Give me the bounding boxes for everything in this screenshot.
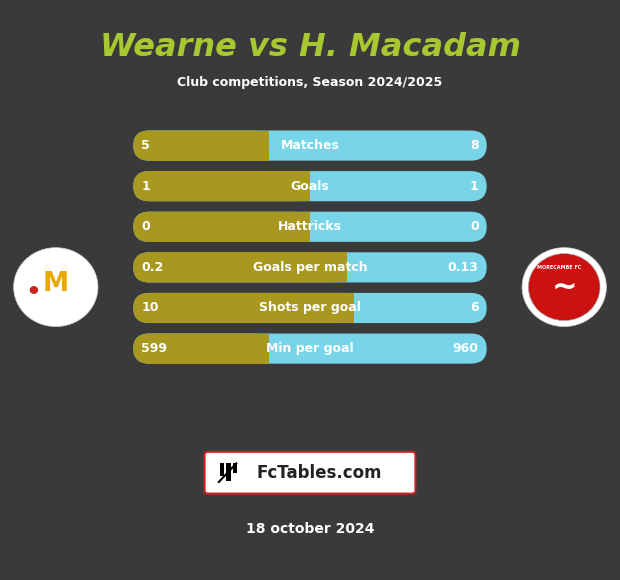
Text: 1: 1: [141, 180, 150, 193]
Text: FcTables.com: FcTables.com: [257, 463, 382, 482]
Bar: [149, 171, 310, 201]
Text: 0.13: 0.13: [448, 261, 479, 274]
Circle shape: [14, 248, 98, 327]
Text: Wearne vs H. Macadam: Wearne vs H. Macadam: [99, 32, 521, 63]
Circle shape: [528, 253, 600, 321]
FancyBboxPatch shape: [133, 334, 269, 364]
Text: 0: 0: [141, 220, 150, 233]
FancyBboxPatch shape: [133, 130, 487, 161]
Bar: [149, 212, 310, 242]
Bar: [149, 130, 269, 161]
Circle shape: [30, 286, 38, 294]
FancyBboxPatch shape: [133, 252, 347, 282]
Text: Min per goal: Min per goal: [266, 342, 354, 355]
Text: 1: 1: [470, 180, 479, 193]
Text: 8: 8: [470, 139, 479, 152]
Text: 5: 5: [141, 139, 150, 152]
Text: 18 october 2024: 18 october 2024: [246, 522, 374, 536]
FancyBboxPatch shape: [133, 130, 269, 161]
FancyBboxPatch shape: [133, 212, 310, 242]
Text: Goals: Goals: [291, 180, 329, 193]
Text: ~: ~: [551, 273, 577, 302]
Text: MORECAMBE FC: MORECAMBE FC: [537, 266, 581, 270]
Text: Matches: Matches: [281, 139, 339, 152]
FancyBboxPatch shape: [205, 452, 415, 494]
Text: 6: 6: [470, 302, 479, 314]
FancyBboxPatch shape: [133, 334, 487, 364]
Text: 960: 960: [453, 342, 479, 355]
Text: Goals per match: Goals per match: [253, 261, 367, 274]
Bar: [149, 252, 347, 282]
Ellipse shape: [531, 267, 597, 279]
Text: Shots per goal: Shots per goal: [259, 302, 361, 314]
FancyBboxPatch shape: [133, 171, 310, 201]
Text: 10: 10: [141, 302, 159, 314]
Circle shape: [522, 248, 606, 327]
FancyBboxPatch shape: [133, 293, 487, 323]
Text: 0: 0: [470, 220, 479, 233]
Text: 599: 599: [141, 342, 167, 355]
FancyBboxPatch shape: [133, 293, 354, 323]
FancyBboxPatch shape: [133, 252, 487, 282]
Bar: [149, 293, 354, 323]
FancyBboxPatch shape: [133, 171, 487, 201]
Text: Hattricks: Hattricks: [278, 220, 342, 233]
Bar: [232, 463, 237, 473]
Bar: [226, 463, 231, 481]
Text: M: M: [43, 271, 69, 297]
Bar: [220, 463, 224, 476]
Text: 0.2: 0.2: [141, 261, 164, 274]
Text: Club competitions, Season 2024/2025: Club competitions, Season 2024/2025: [177, 76, 443, 89]
Bar: [149, 334, 269, 364]
Ellipse shape: [23, 267, 89, 279]
FancyBboxPatch shape: [133, 212, 487, 242]
